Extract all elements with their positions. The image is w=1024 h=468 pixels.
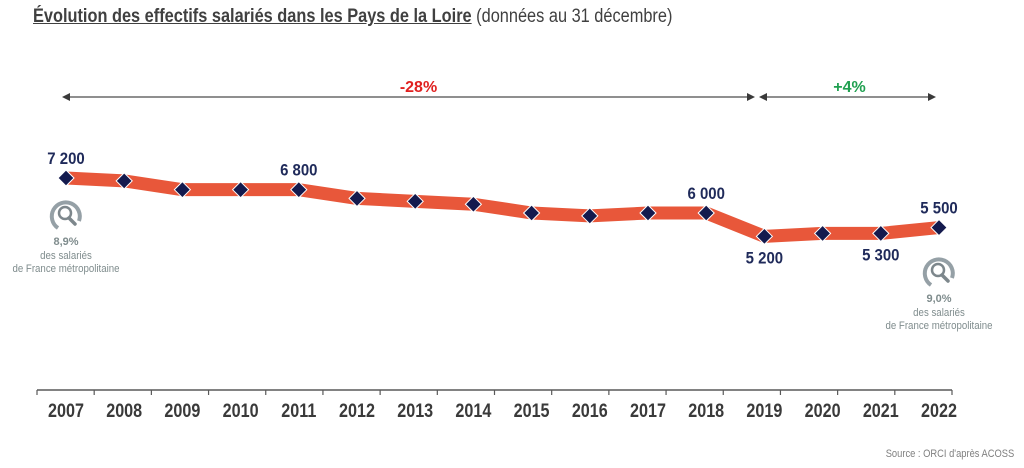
x-tick-label: 2013 bbox=[397, 400, 433, 422]
x-tick-label: 2022 bbox=[921, 400, 957, 422]
data-label: 7 200 bbox=[47, 150, 85, 168]
x-tick-label: 2017 bbox=[630, 400, 666, 422]
data-point-marker bbox=[290, 180, 308, 199]
x-tick-label: 2007 bbox=[48, 400, 84, 422]
data-label: 5 300 bbox=[862, 247, 900, 265]
x-tick-label: 2018 bbox=[688, 400, 724, 422]
share-value: 8,9% bbox=[53, 236, 78, 248]
arrow-head-left-icon bbox=[759, 93, 767, 101]
magnifier-ring-icon bbox=[49, 200, 82, 230]
data-point-marker bbox=[522, 204, 541, 222]
data-point-marker bbox=[57, 169, 75, 187]
data-point-marker bbox=[348, 189, 366, 208]
source-note: Source : ORCI d'après ACOSS bbox=[885, 448, 1014, 460]
data-label: 5 200 bbox=[746, 250, 784, 268]
chart-title-sub: (données au 31 décembre) bbox=[476, 6, 673, 27]
x-tick-label: 2012 bbox=[339, 400, 375, 422]
x-tick-label: 2010 bbox=[223, 400, 259, 422]
data-point-marker bbox=[406, 192, 424, 211]
share-text-line1: des salariés bbox=[40, 251, 92, 263]
data-labels: 7 200 6 800 6 000 5 200 5 300 5 500 bbox=[47, 150, 958, 267]
x-tick-label: 2020 bbox=[805, 400, 841, 422]
magnifier-icon bbox=[57, 205, 73, 221]
x-tick-label: 2019 bbox=[746, 400, 782, 422]
data-label: 6 000 bbox=[687, 185, 725, 203]
share-value: 9,0% bbox=[926, 293, 951, 305]
data-point-marker bbox=[115, 172, 133, 190]
data-point-marker bbox=[581, 207, 599, 225]
data-label: 6 800 bbox=[280, 162, 318, 180]
data-point-marker bbox=[755, 227, 774, 246]
series-line-path bbox=[65, 171, 940, 243]
data-point-marker bbox=[813, 224, 832, 243]
data-point-marker bbox=[173, 180, 192, 199]
magnifier-ring-icon bbox=[922, 257, 955, 287]
data-point-marker bbox=[231, 180, 250, 199]
arrow-head-left-icon bbox=[62, 93, 70, 101]
x-tick-label: 2015 bbox=[514, 400, 550, 422]
series-markers bbox=[57, 169, 948, 246]
data-label: 5 500 bbox=[920, 200, 958, 218]
chart-title: Évolution des effectifs salariés dans le… bbox=[33, 6, 672, 28]
data-point-marker bbox=[697, 204, 715, 222]
x-tick-label: 2009 bbox=[164, 400, 200, 422]
data-point-marker bbox=[639, 204, 657, 222]
share-text-line2: de France métropolitaine bbox=[12, 264, 119, 276]
arrow-head-right-icon bbox=[928, 93, 936, 101]
data-point-marker bbox=[930, 218, 948, 237]
share-text-line2: de France métropolitaine bbox=[885, 321, 992, 333]
magnifier-handle-icon bbox=[67, 216, 77, 226]
x-tick-label: 2008 bbox=[106, 400, 142, 422]
x-tick-label: 2011 bbox=[281, 400, 316, 422]
variation-label: -28% bbox=[400, 79, 437, 96]
x-tick-label: 2014 bbox=[455, 400, 491, 422]
magnifier-icon bbox=[930, 262, 946, 278]
variation-arrows: -28% +4% bbox=[62, 79, 936, 101]
data-point-marker bbox=[872, 224, 890, 243]
x-tick-label: 2016 bbox=[572, 400, 608, 422]
arrow-head-right-icon bbox=[747, 93, 755, 101]
share-text-line1: des salariés bbox=[913, 308, 965, 320]
chart-title-main: Évolution des effectifs salariés dans le… bbox=[33, 6, 472, 27]
magnifier-handle-icon bbox=[940, 273, 950, 283]
data-point-marker bbox=[464, 195, 483, 213]
series-line bbox=[65, 171, 940, 243]
x-tick-label: 2021 bbox=[863, 400, 899, 422]
x-axis: 2007 2008 2009 2010 2011 2012 2013 2014 2015 2016… bbox=[36, 389, 957, 422]
variation-label: +4% bbox=[833, 79, 865, 96]
